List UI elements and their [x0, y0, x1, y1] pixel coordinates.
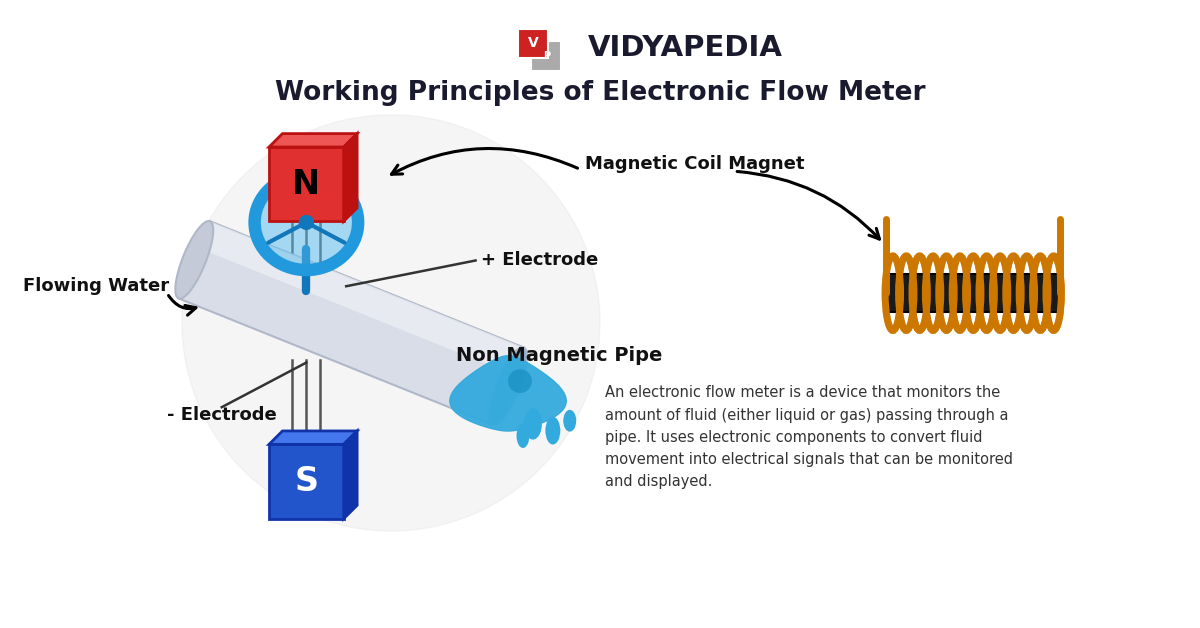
Polygon shape: [450, 355, 566, 431]
Text: N: N: [293, 168, 320, 201]
Text: P: P: [542, 51, 550, 62]
Circle shape: [508, 369, 532, 393]
Ellipse shape: [490, 347, 527, 425]
Text: VIDYAPEDIA: VIDYAPEDIA: [588, 33, 782, 62]
FancyBboxPatch shape: [532, 41, 562, 71]
FancyBboxPatch shape: [269, 445, 343, 519]
Ellipse shape: [545, 417, 560, 445]
Text: Non Magnetic Pipe: Non Magnetic Pipe: [456, 346, 662, 365]
Ellipse shape: [175, 221, 214, 299]
FancyBboxPatch shape: [886, 274, 1061, 312]
Text: An electronic flow meter is a device that monitors the
amount of fluid (either l: An electronic flow meter is a device tha…: [605, 386, 1013, 489]
Text: Magnetic Coil Magnet: Magnetic Coil Magnet: [586, 155, 804, 173]
Text: + Electrode: + Electrode: [480, 251, 598, 269]
Text: - Electrode: - Electrode: [167, 406, 277, 424]
Ellipse shape: [260, 181, 352, 264]
Polygon shape: [269, 134, 358, 147]
Ellipse shape: [563, 410, 576, 431]
Circle shape: [299, 215, 313, 229]
Text: Flowing Water: Flowing Water: [23, 277, 169, 295]
Text: Working Principles of Electronic Flow Meter: Working Principles of Electronic Flow Me…: [275, 80, 925, 106]
Text: S: S: [294, 465, 318, 498]
Polygon shape: [343, 134, 358, 221]
Polygon shape: [179, 221, 523, 425]
Ellipse shape: [516, 423, 529, 448]
FancyBboxPatch shape: [269, 147, 343, 221]
Polygon shape: [343, 431, 358, 519]
Polygon shape: [269, 431, 358, 445]
Ellipse shape: [524, 408, 542, 440]
Text: V: V: [528, 36, 539, 50]
FancyBboxPatch shape: [518, 28, 548, 58]
Polygon shape: [199, 221, 523, 374]
Circle shape: [182, 115, 600, 531]
